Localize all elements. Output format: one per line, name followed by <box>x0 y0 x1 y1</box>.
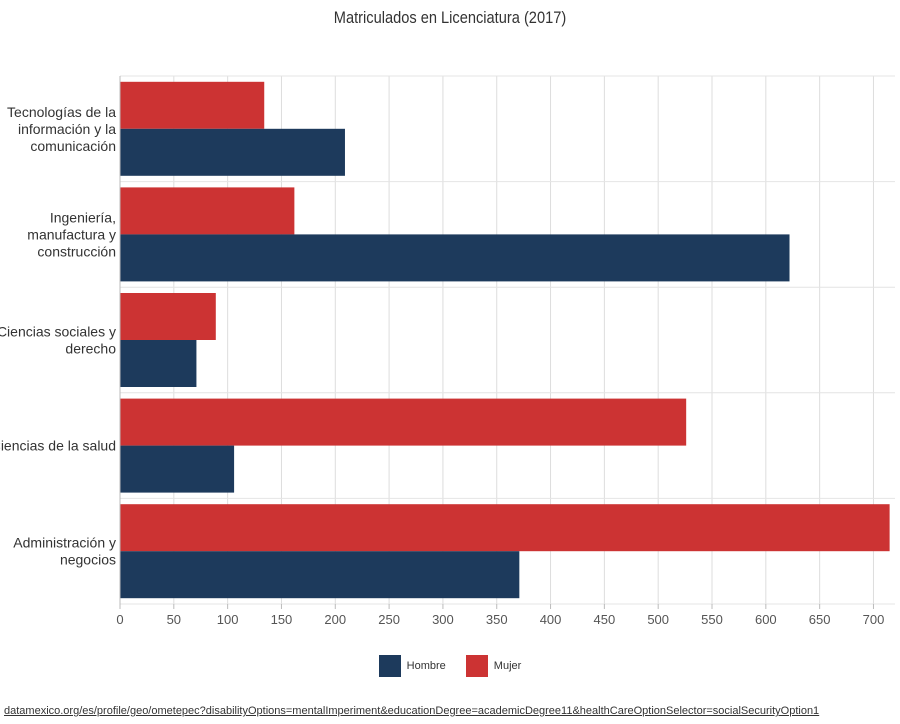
legend-swatch-mujer <box>465 655 488 677</box>
bar-hombre <box>120 234 790 282</box>
x-tick-label: 200 <box>324 612 346 627</box>
category-label: información y la <box>18 121 116 137</box>
x-tick-label: 250 <box>378 612 400 627</box>
bar-mujer <box>120 504 890 552</box>
category-label: Ciencias sociales y <box>0 324 116 340</box>
x-tick-label: 500 <box>647 612 669 627</box>
legend-swatch-hombre <box>378 655 401 677</box>
bar-hombre <box>120 551 520 599</box>
legend-item-hombre[interactable]: Hombre <box>378 655 446 677</box>
category-label: Tecnologías de la <box>7 104 116 120</box>
bar-mujer <box>120 398 687 446</box>
x-tick-label: 300 <box>432 612 454 627</box>
x-tick-label: 650 <box>809 612 831 627</box>
x-tick-label: 700 <box>863 612 885 627</box>
x-tick-label: 100 <box>217 612 239 627</box>
x-tick-label: 150 <box>271 612 293 627</box>
category-label: derecho <box>65 341 116 357</box>
bar-hombre <box>120 340 197 387</box>
legend: Hombre Mujer <box>0 655 900 677</box>
x-tick-label: 600 <box>755 612 777 627</box>
bar-mujer <box>120 187 295 235</box>
x-tick-label: 550 <box>701 612 723 627</box>
x-tick-label: 50 <box>167 612 181 627</box>
bar-mujer <box>120 81 265 129</box>
x-tick-label: 400 <box>540 612 562 627</box>
x-tick-label: 350 <box>486 612 508 627</box>
legend-item-mujer[interactable]: Mujer <box>465 655 522 677</box>
x-tick-label: 450 <box>594 612 616 627</box>
category-label: manufactura y <box>27 226 116 242</box>
source-link[interactable]: datamexico.org/es/profile/geo/ometepec?d… <box>4 705 820 717</box>
category-label: Administración y <box>13 535 116 551</box>
category-label: comunicación <box>30 138 116 154</box>
category-label: construcción <box>37 243 116 259</box>
bar-hombre <box>120 445 235 493</box>
x-tick-label: 0 <box>116 612 123 627</box>
legend-label-mujer: Mujer <box>493 660 522 672</box>
category-label: negocios <box>60 552 116 568</box>
chart-title: Matriculados en Licenciatura (2017) <box>333 8 567 27</box>
bar-hombre <box>120 128 345 176</box>
category-label: Ingeniería, <box>50 209 116 225</box>
category-label: Ciencias de la salud <box>0 438 116 454</box>
legend-label-hombre: Hombre <box>406 660 446 672</box>
bar-mujer <box>120 293 216 340</box>
